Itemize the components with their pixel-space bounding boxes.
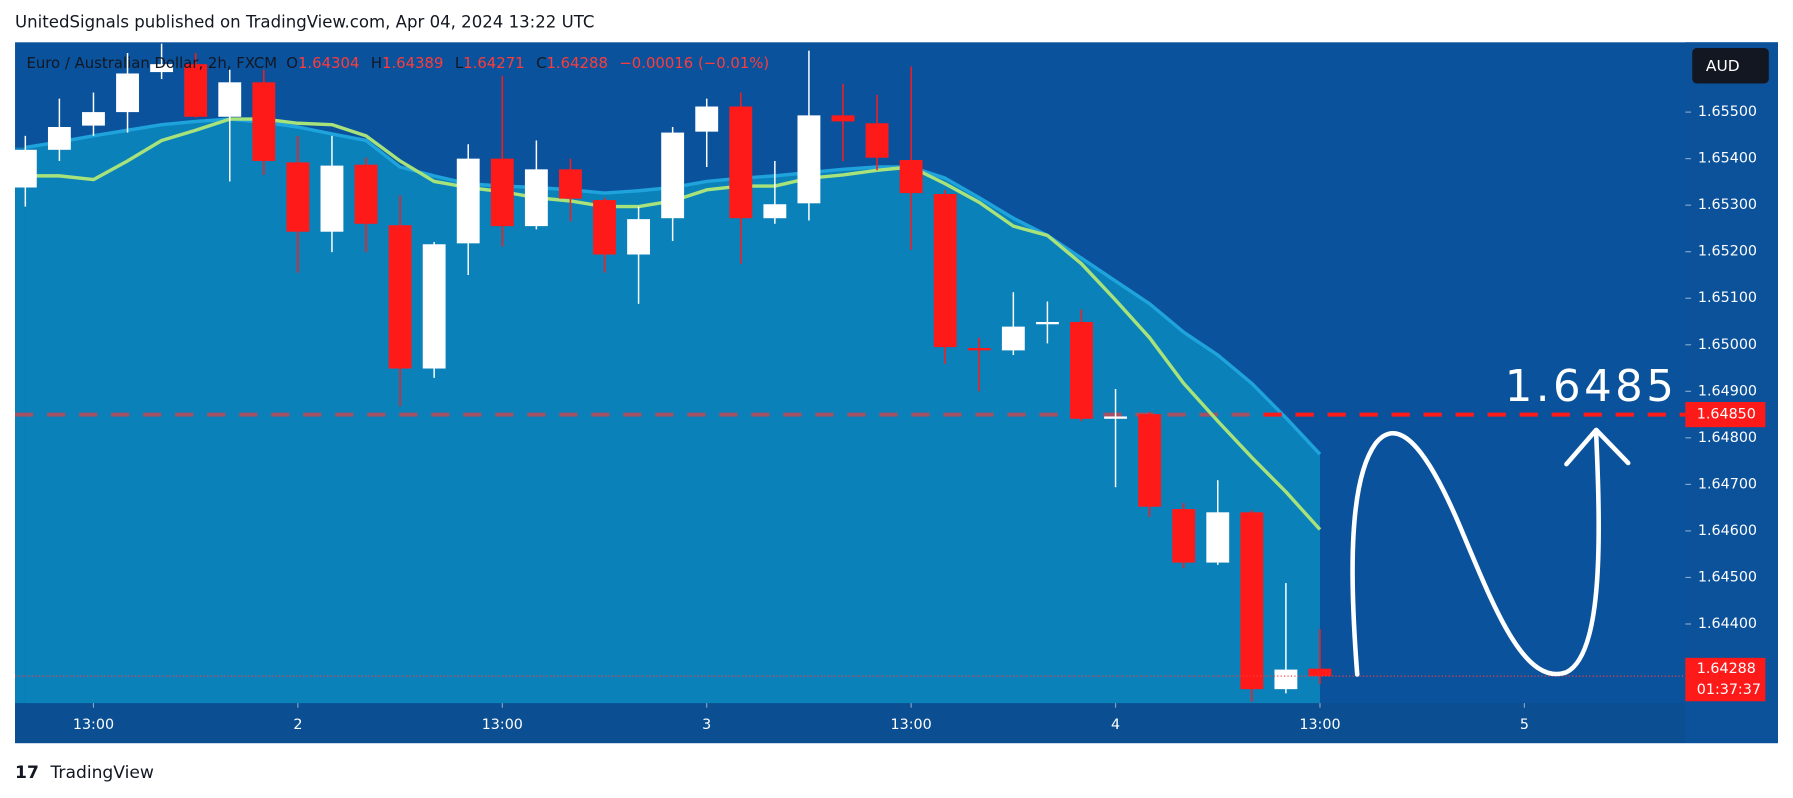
candle-body	[150, 64, 174, 73]
x-tick-label: 4	[1111, 717, 1120, 733]
arrow-head	[1564, 427, 1631, 467]
candle-body	[967, 348, 991, 351]
candle-body	[1240, 512, 1264, 690]
legend-ohlc-value: 1.64271	[463, 54, 524, 72]
candle-body	[1172, 509, 1196, 563]
candle-body	[388, 225, 412, 369]
y-tick-label: 1.65300	[1698, 197, 1757, 213]
drawn-path-arrow	[1350, 431, 1601, 677]
x-tick-label: 5	[1520, 717, 1529, 733]
logo-mark: 𝟭𝟳	[15, 763, 39, 783]
legend-ohlc-letter: C	[536, 54, 546, 72]
candle-body	[593, 200, 616, 255]
candle-body	[627, 219, 651, 255]
y-tick-label: 1.64600	[1698, 523, 1757, 539]
legend-ohlc-letter: O	[286, 54, 298, 72]
candle-body	[456, 158, 480, 244]
currency-label: AUD	[1706, 57, 1740, 75]
candle-body	[899, 160, 923, 194]
candle-body	[865, 123, 889, 158]
candle-body	[47, 126, 71, 150]
y-tick-label: 1.65400	[1698, 151, 1757, 167]
legend-ohlc-value: 1.64389	[382, 54, 443, 72]
candle-body	[1104, 416, 1127, 419]
legend-change: −0.00016 (−0.01%)	[619, 54, 769, 72]
level-price-box	[1685, 402, 1766, 428]
candle-body	[252, 82, 276, 161]
candle-body	[1274, 669, 1298, 690]
x-tick-label: 2	[293, 717, 302, 733]
cloud-area	[25, 119, 1320, 704]
legend-symbol: Euro / Australian Dollar, 2h, FXCM	[26, 54, 277, 72]
x-tick-label: 3	[702, 717, 711, 733]
footer-brand: TradingView	[49, 763, 153, 783]
cloud-left-edge	[15, 147, 26, 704]
publisher-line: UnitedSignals published on TradingView.c…	[15, 12, 594, 31]
candle-body	[286, 162, 310, 232]
currency-box	[1692, 48, 1769, 84]
legend-ohlc-value: 1.64288	[546, 54, 607, 72]
overlay	[1350, 427, 1631, 677]
legend: Euro / Australian Dollar, 2h, FXCM O1.643…	[26, 54, 769, 72]
x-tick-label: 13:00	[1299, 717, 1340, 733]
candle-body	[831, 115, 855, 122]
y-tick-label: 1.65200	[1698, 244, 1757, 260]
candle-body	[320, 165, 344, 232]
candle-body	[218, 82, 242, 117]
candle-body	[1206, 512, 1230, 563]
candle-body	[13, 149, 37, 188]
countdown-label: 01:37:37	[1697, 682, 1761, 698]
plot-area: 1.6485	[13, 43, 1686, 704]
candle-body	[661, 132, 685, 219]
y-tick-label: 1.65000	[1698, 337, 1757, 353]
current-price-box	[1685, 657, 1766, 702]
x-tick-label: 13:00	[482, 717, 523, 733]
candle-body	[695, 106, 719, 132]
candle-body	[184, 64, 208, 117]
candle-body	[116, 73, 139, 113]
y-tick-label: 1.64900	[1698, 383, 1757, 399]
level-annotation: 1.6485	[1505, 362, 1678, 412]
y-tick-label: 1.64800	[1698, 430, 1757, 446]
y-tick-label: 1.64700	[1698, 476, 1757, 492]
legend-ohlc-letter: L	[455, 54, 464, 72]
candle-body	[1070, 321, 1093, 419]
level-price-label: 1.64850	[1697, 407, 1756, 423]
y-tick-label: 1.65500	[1698, 104, 1757, 120]
y-tick-label: 1.65100	[1698, 290, 1757, 306]
candle-body	[559, 169, 582, 199]
candle-body	[933, 194, 957, 348]
candle-body	[729, 106, 753, 219]
candle-body	[524, 169, 548, 227]
candle-body	[82, 112, 105, 126]
footer-logo: 𝟭𝟳 TradingView	[15, 763, 154, 783]
x-tick-label: 13:00	[891, 717, 932, 733]
legend-ohlc-letter: H	[371, 54, 382, 72]
candle-body	[354, 164, 378, 224]
candle-body	[763, 204, 787, 219]
current-price-label: 1.64288	[1697, 661, 1756, 677]
x-tick-label: 13:00	[73, 717, 114, 733]
candle-body	[1138, 414, 1162, 507]
candle-body	[797, 115, 821, 204]
candle-body	[1035, 321, 1059, 325]
candle-body	[1001, 326, 1025, 351]
legend-ohlc-value: 1.64304	[298, 54, 359, 72]
candle-body	[490, 158, 514, 227]
candle-body	[1308, 668, 1332, 677]
time-axis	[15, 703, 1686, 744]
y-tick-label: 1.64500	[1698, 569, 1757, 585]
candle-body	[422, 244, 446, 369]
price-axis	[1685, 42, 1778, 744]
y-tick-label: 1.64400	[1698, 616, 1757, 632]
